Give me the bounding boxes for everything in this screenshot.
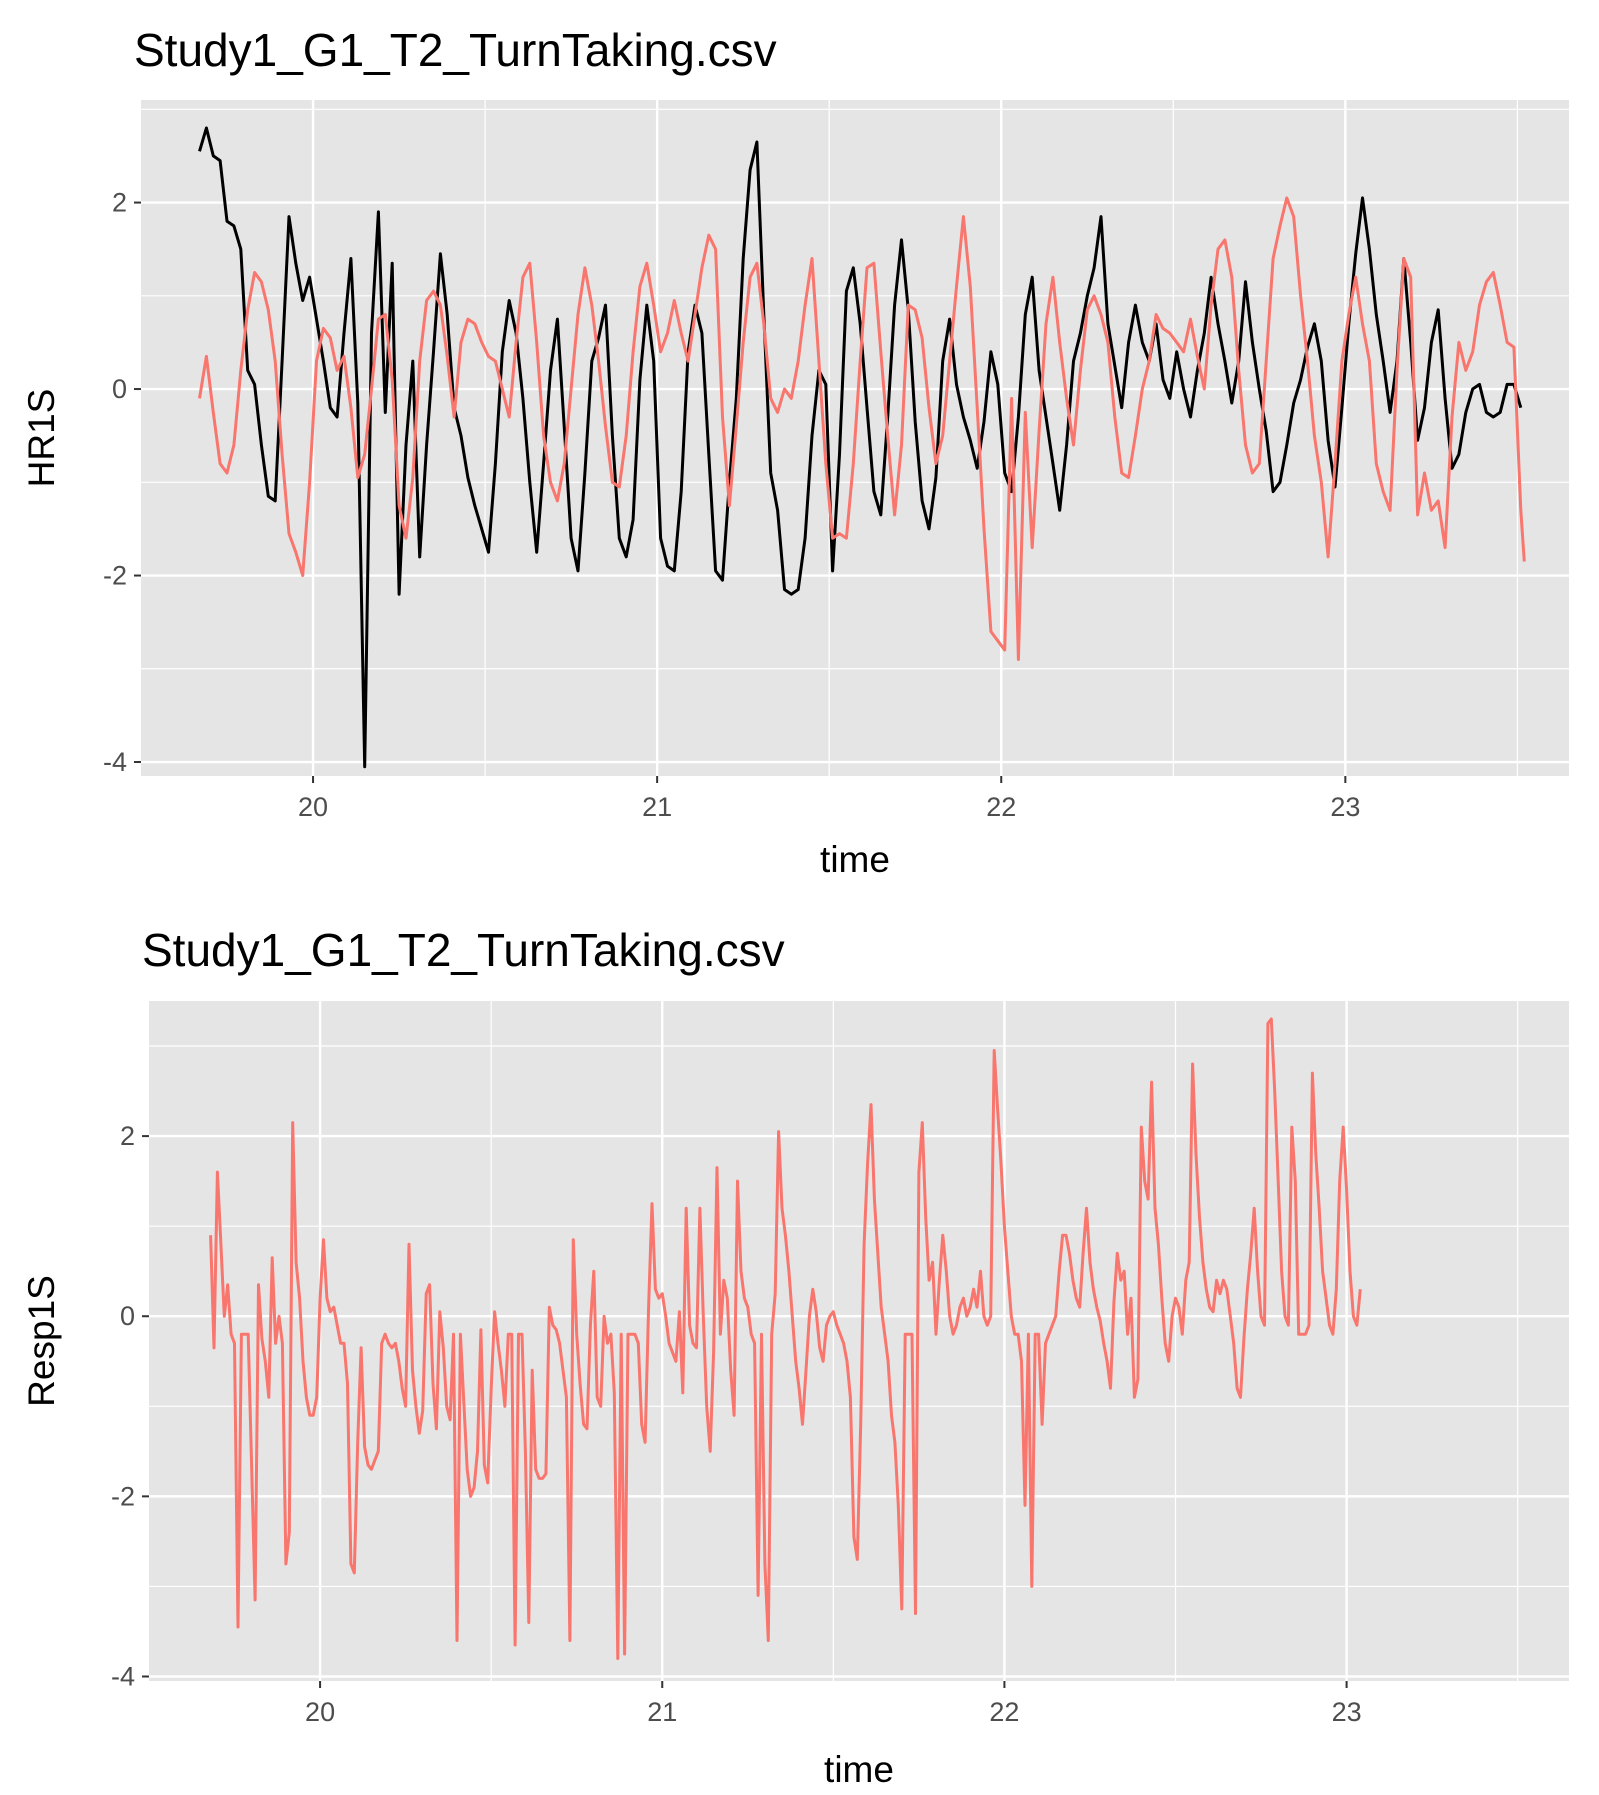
x-tick-label: 22 [989,1697,1019,1727]
x-axis-label: time [820,839,890,880]
series-line-1 [198,126,1523,769]
x-tick-label: 23 [1332,1697,1362,1727]
series-line-2 [198,196,1526,661]
x-tick-label: 21 [642,792,672,822]
chart-title: Study1_G1_T2_TurnTaking.csv [142,924,785,976]
y-tick-label: -2 [111,1481,135,1511]
chart-panel-1: 20 21 22 2320-2-4Study1_G1_T2_TurnTaking.cs… [21,24,1569,880]
y-tick-label: 2 [112,188,127,218]
x-axis-label: time [824,1749,894,1790]
y-axis-label: HR1S [21,389,62,488]
y-tick-label: -4 [103,747,127,777]
series-line-1 [209,1017,1362,1660]
y-tick-label: 2 [120,1121,135,1151]
y-tick-label: -4 [111,1661,135,1691]
plot-background [149,1001,1569,1681]
x-tick-label: 23 [1330,792,1360,822]
x-tick-label: 22 [986,792,1016,822]
chart-title: Study1_G1_T2_TurnTaking.csv [134,24,777,76]
x-tick-label: 20 [298,792,328,822]
y-tick-label: 0 [112,374,127,404]
chart-panel-2: 20 21 22 2320-2-4Study1_G1_T2_TurnTaking.cs… [21,924,1569,1790]
x-tick-label: 21 [647,1697,677,1727]
y-tick-label: 0 [120,1301,135,1331]
y-tick-label: -2 [103,561,127,591]
x-tick-label: 20 [305,1697,335,1727]
y-axis-label: Resp1S [21,1275,62,1407]
